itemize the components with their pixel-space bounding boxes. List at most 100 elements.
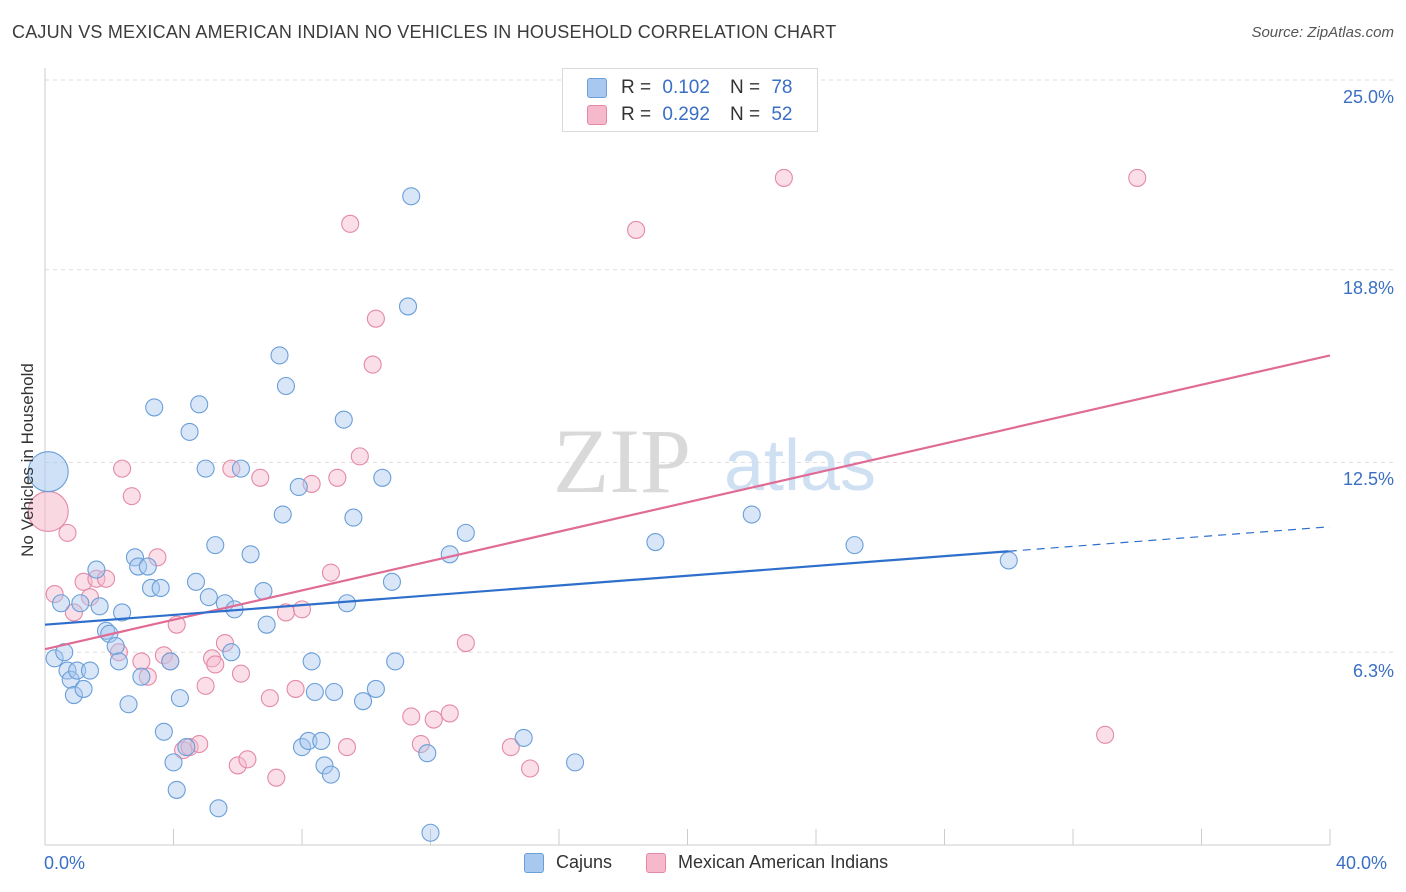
- cajun-point-64: [382, 572, 402, 591]
- mexican-point-51: [1096, 725, 1115, 744]
- y-tick-18-8: 18.8%: [1342, 278, 1394, 298]
- legend-swatch-mexican: [646, 852, 667, 873]
- cajun-point-48: [276, 376, 295, 396]
- mexican-n-label: N =: [729, 104, 761, 125]
- cajun-point-55: [315, 756, 334, 775]
- cajun-point-7: [68, 661, 87, 680]
- cajun-point-43: [241, 545, 260, 564]
- mexican-point-48: [521, 759, 540, 778]
- mexican-point-12: [138, 667, 157, 686]
- cajun-point-40: [222, 643, 241, 662]
- cajun-point-46: [270, 346, 289, 365]
- cajun-point-52: [302, 652, 321, 671]
- cajun-point-69: [421, 823, 440, 842]
- cajun-point-58: [334, 410, 353, 429]
- watermark-atlas: atlas: [724, 426, 876, 506]
- cajun-point-11: [87, 560, 106, 579]
- x-tick-max: 40.0%: [1336, 853, 1388, 873]
- cajun-point-36: [199, 588, 218, 607]
- cajun-point-66: [398, 297, 418, 316]
- cajun-point-68: [418, 744, 437, 763]
- legend-item-mexican[interactable]: Mexican American Indians: [646, 852, 888, 873]
- stats-legend: R = 0.102 N = 78 R = 0.292 N = 52: [562, 68, 818, 132]
- mexican-swatch: [587, 105, 607, 125]
- cajun-point-42: [231, 459, 251, 478]
- cajun-point-47: [273, 505, 292, 524]
- gridlines: [45, 79, 1395, 653]
- cajun-trend-line: [44, 550, 1009, 626]
- cajun-point-31: [177, 738, 196, 757]
- mexican-r-value: 0.292: [662, 104, 710, 125]
- cajun-n-value: 78: [771, 77, 793, 98]
- cajun-point-8: [71, 594, 90, 613]
- legend-label-mexican: Mexican American Indians: [678, 852, 889, 872]
- trend-lines: [44, 354, 1331, 651]
- cajun-point-54: [312, 731, 331, 751]
- mexican-point-3: [64, 603, 83, 622]
- mexican-point-52: [1128, 168, 1147, 187]
- cajun-point-30: [170, 689, 189, 708]
- mexican-point-5: [80, 588, 100, 607]
- mexican-point-39: [350, 447, 369, 466]
- cajun-point-16: [109, 652, 128, 671]
- mexican-point-45: [440, 704, 459, 723]
- cajun-r-value: 0.102: [662, 77, 710, 98]
- cajun-n-label: N =: [729, 77, 761, 98]
- stats-legend-mexican: R = 0.292 N = 52: [587, 104, 792, 126]
- cajun-point-29: [167, 780, 186, 799]
- cajun-point-10: [80, 661, 100, 680]
- cajun-point-62: [366, 679, 385, 698]
- mexican-point-35: [321, 563, 340, 582]
- cajun-point-22: [138, 557, 157, 576]
- mexican-point-44: [424, 710, 443, 729]
- cajun-point-59: [337, 594, 357, 613]
- cajun-point-75: [742, 505, 761, 524]
- stats-legend-cajun: R = 0.102 N = 78: [587, 77, 792, 99]
- mexican-trend-line: [44, 354, 1331, 651]
- cajun-point-12: [90, 597, 109, 616]
- mexican-point-28: [251, 468, 270, 487]
- cajun-point-53: [305, 682, 324, 702]
- y-tick-12-5: 12.5%: [1342, 469, 1394, 489]
- cajun-point-33: [186, 572, 206, 591]
- mexican-point-47: [501, 738, 520, 757]
- cajun-point-17: [113, 603, 132, 622]
- mexican-point-2: [58, 523, 77, 542]
- x-tick-min: 0.0%: [44, 853, 86, 873]
- cajun-swatch: [587, 78, 607, 98]
- legend-item-cajuns[interactable]: Cajuns: [524, 852, 612, 873]
- series-legend: Cajuns Mexican American Indians: [524, 852, 922, 873]
- cajun-point-35: [196, 459, 215, 478]
- mexican-point-7: [96, 569, 116, 588]
- mexican-point-36: [328, 468, 347, 487]
- cajun-point-76: [845, 536, 864, 555]
- cajun-point-77: [999, 551, 1018, 570]
- mexican-point-1: [45, 585, 64, 604]
- cajun-point-60: [344, 508, 363, 527]
- mexican-point-6: [87, 569, 106, 588]
- mexican-point-32: [286, 679, 305, 698]
- y-axis-label: No Vehicles in Household: [18, 363, 37, 557]
- mexican-point-30: [267, 768, 286, 787]
- mexican-point-20: [196, 676, 215, 695]
- cajun-point-26: [154, 722, 173, 741]
- mexican-point-46: [456, 633, 475, 653]
- cajun-point-63: [373, 468, 392, 487]
- cajun-point-57: [325, 682, 344, 702]
- cajun-trend-extension: [1008, 526, 1331, 552]
- cajun-point-34: [190, 395, 209, 414]
- mexican-n-value: 52: [771, 104, 793, 125]
- cajun-point-27: [161, 652, 180, 671]
- cajun-point-25: [151, 578, 170, 598]
- cajun-point-1: [45, 649, 64, 668]
- cajun-point-73: [566, 753, 585, 772]
- cajun-point-56: [321, 765, 340, 784]
- mexican-points: [27, 168, 1147, 787]
- mexican-point-37: [337, 738, 357, 757]
- mexican-point-38: [341, 214, 360, 233]
- chart-title: CAJUN VS MEXICAN AMERICAN INDIAN NO VEHI…: [12, 22, 837, 42]
- cajun-point-6: [64, 686, 83, 705]
- mexican-point-9: [113, 459, 132, 478]
- mexican-point-13: [148, 548, 167, 567]
